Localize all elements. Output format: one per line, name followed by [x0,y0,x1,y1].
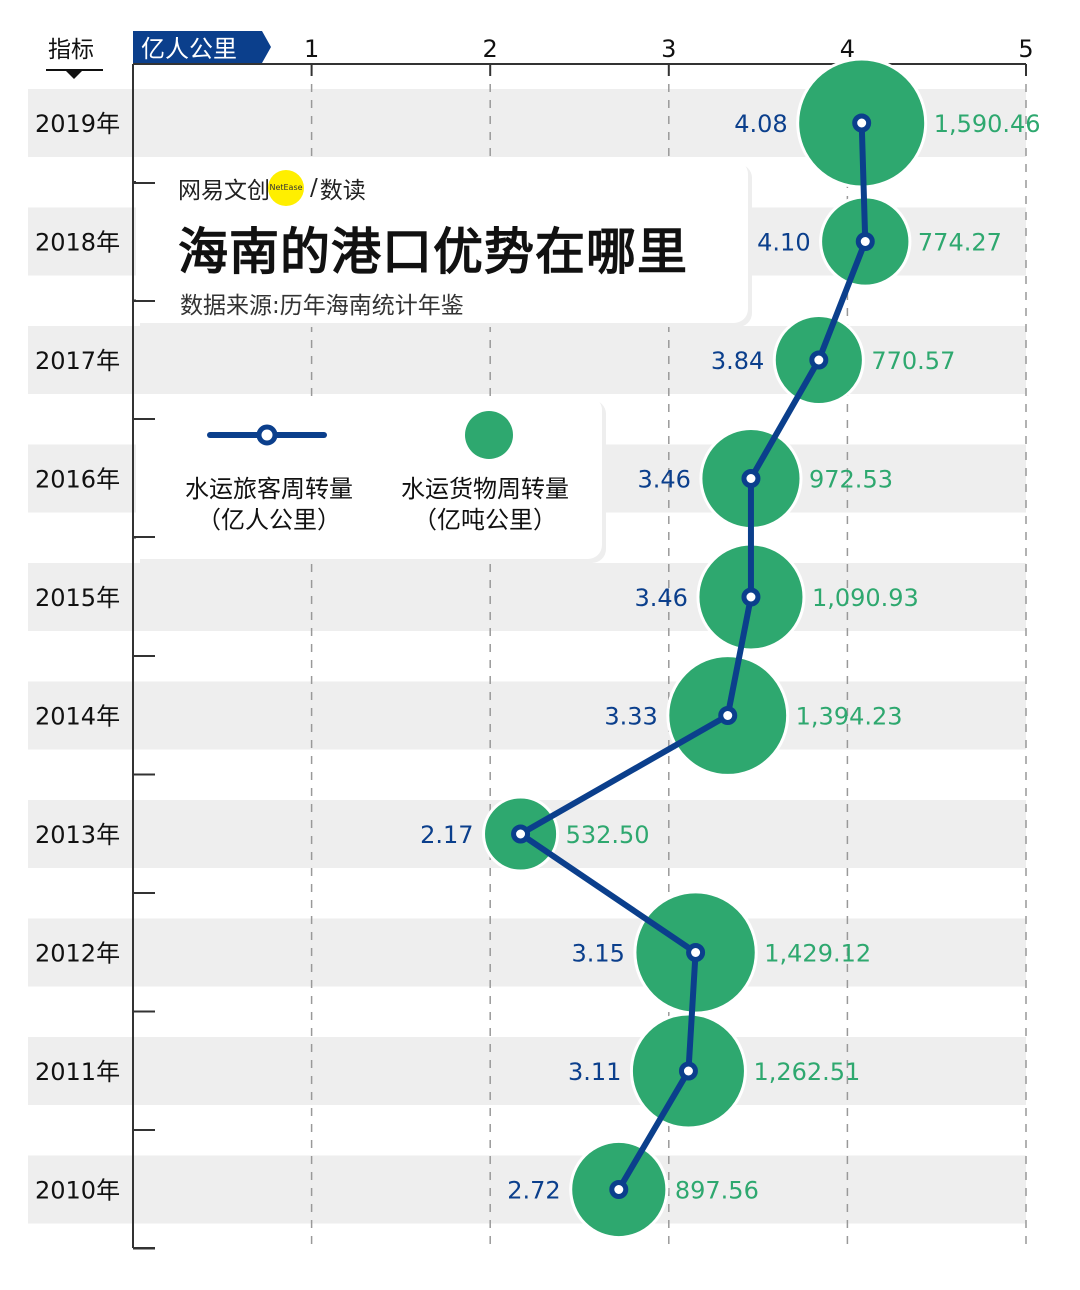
unit-label: 亿人公里 [141,35,237,63]
passenger-value-label: 3.46 [635,584,688,612]
passenger-value-label: 3.46 [637,466,690,494]
x-tick-label: 3 [661,35,676,63]
legend-passenger-unit: （亿人公里） [197,506,341,534]
cargo-value-label: 1,394.23 [796,703,903,731]
passenger-marker [809,350,829,370]
passenger-value-label: 3.11 [568,1058,621,1086]
category-label: 2010年 [35,1177,120,1205]
passenger-value-label: 2.72 [507,1177,560,1205]
cargo-value-label: 1,590.46 [934,110,1041,138]
cargo-value-label: 972.53 [809,466,893,494]
legend-icons [207,411,513,459]
title-panel: 网易文创 NetEase / 数读 海南的港口优势在哪里 数据来源:历年海南统计… [133,160,748,323]
category-label: 2015年 [35,584,120,612]
x-tick-label: 2 [483,35,498,63]
cargo-value-label: 774.27 [918,229,1002,257]
x-tick-label: 5 [1018,35,1033,63]
passenger-line [517,122,869,1192]
legend-cargo: 水运货物周转量 （亿吨公里） [390,474,580,536]
category-label: 2014年 [35,703,120,731]
brand-badge: NetEase [268,170,304,206]
brand-section: 数读 [319,178,366,204]
unit-label-bg [133,31,271,63]
passenger-value-label: 4.10 [757,229,810,257]
passenger-value-label: 3.15 [571,940,624,968]
category-label: 2017年 [35,347,120,375]
passenger-marker [678,1061,698,1081]
passenger-marker [741,587,761,607]
legend: 水运旅客周转量 （亿人公里） 水运货物周转量 （亿吨公里） [133,396,602,559]
passenger-marker [511,824,531,844]
passenger-value-label: 3.33 [604,703,657,731]
category-label: 2016年 [35,466,120,494]
legend-passenger-label: 水运旅客周转量 [185,475,353,503]
passenger-marker [686,943,706,962]
category-label: 2011年 [35,1058,120,1086]
cargo-value-label: 532.50 [566,821,650,849]
brand-separator: / [310,175,318,201]
passenger-value-label: 2.17 [420,821,473,849]
indicator-arrow-icon [66,71,82,79]
brand-name: 网易文创 [178,178,270,204]
x-tick-label: 4 [840,35,855,63]
row-band [28,1037,1026,1105]
cargo-value-label: 897.56 [675,1177,759,1205]
brand-logo: 网易文创 NetEase / 数读 [178,170,366,206]
cargo-value-label: 1,090.93 [812,584,919,612]
row-band [28,1155,1026,1224]
cargo-value-label: 1,262.51 [753,1058,860,1086]
cargo-value-label: 770.57 [871,347,955,375]
passenger-marker [741,469,761,488]
passenger-marker [718,706,738,725]
category-label: 2019年 [35,110,120,138]
row-band [28,681,1026,750]
row-band [28,918,1026,987]
axis-tick [133,300,155,302]
passenger-marker [852,113,872,133]
legend-bubble-icon [465,411,513,459]
legend-marker-icon [256,424,278,446]
row-band [28,563,1026,631]
legend-passenger: 水运旅客周转量 （亿人公里） [174,474,364,536]
passenger-marker [609,1180,629,1199]
indicator-label: 指标 [48,37,94,63]
chart-title: 海南的港口优势在哪里 [178,223,688,281]
category-label: 2018年 [35,229,120,257]
passenger-value-label: 3.84 [711,347,764,375]
legend-cargo-label: 水运货物周转量 [401,475,569,503]
x-tick-label: 1 [304,35,319,63]
axis-tick [133,536,155,538]
legend-cargo-unit: （亿吨公里） [413,506,557,534]
passenger-value-label: 4.08 [734,110,787,138]
cargo-value-label: 1,429.12 [764,940,871,968]
category-label: 2012年 [35,940,120,968]
category-label: 2013年 [35,821,120,849]
passenger-marker [855,232,875,251]
data-source: 数据来源:历年海南统计年鉴 [180,293,464,319]
axis-tick [133,182,155,184]
axis-tick [133,418,155,420]
